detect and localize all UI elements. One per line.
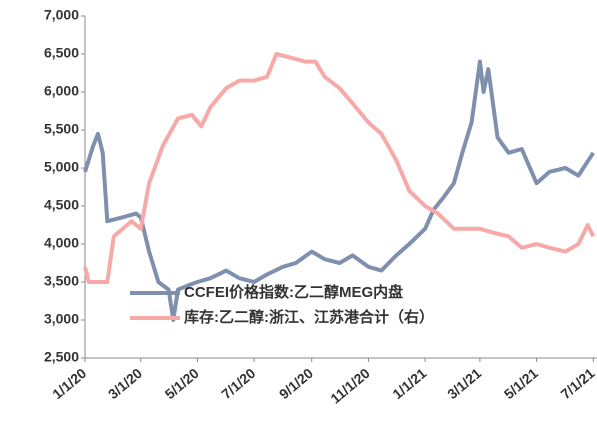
x-tick-label: 11/1/20 xyxy=(327,365,373,407)
y-tick-label: 6,000 xyxy=(44,83,79,99)
x-tick-label: 3/1/21 xyxy=(444,365,484,402)
y-tick-label: 5,000 xyxy=(44,159,79,175)
y-tick-label: 4,500 xyxy=(44,197,79,213)
y-tick-label: 4,000 xyxy=(44,235,79,251)
x-tick-label: 7/1/20 xyxy=(218,365,258,402)
y-tick-label: 3,500 xyxy=(44,273,79,289)
x-tick-label: 1/1/21 xyxy=(389,365,429,402)
x-tick-label: 1/1/20 xyxy=(49,365,89,402)
legend-label: 库存:乙二醇:浙江、江苏港合计（右） xyxy=(184,308,434,326)
x-tick-label: 3/1/20 xyxy=(105,365,145,402)
y-tick-label: 3,000 xyxy=(44,311,79,327)
x-tick-label: 7/1/21 xyxy=(557,365,597,402)
y-tick-label: 6,500 xyxy=(44,45,79,61)
y-tick-label: 2,500 xyxy=(44,349,79,365)
y-tick-label: 5,500 xyxy=(44,121,79,137)
series-line xyxy=(83,52,596,284)
x-tick-label: 5/1/20 xyxy=(162,365,202,402)
legend-label: CCFEI价格指数:乙二醇MEG内盘 xyxy=(184,283,403,301)
y-tick-label: 7,000 xyxy=(44,7,79,23)
x-tick-label: 9/1/20 xyxy=(276,365,316,402)
series-line xyxy=(83,59,595,322)
x-tick-label: 5/1/21 xyxy=(501,365,541,402)
